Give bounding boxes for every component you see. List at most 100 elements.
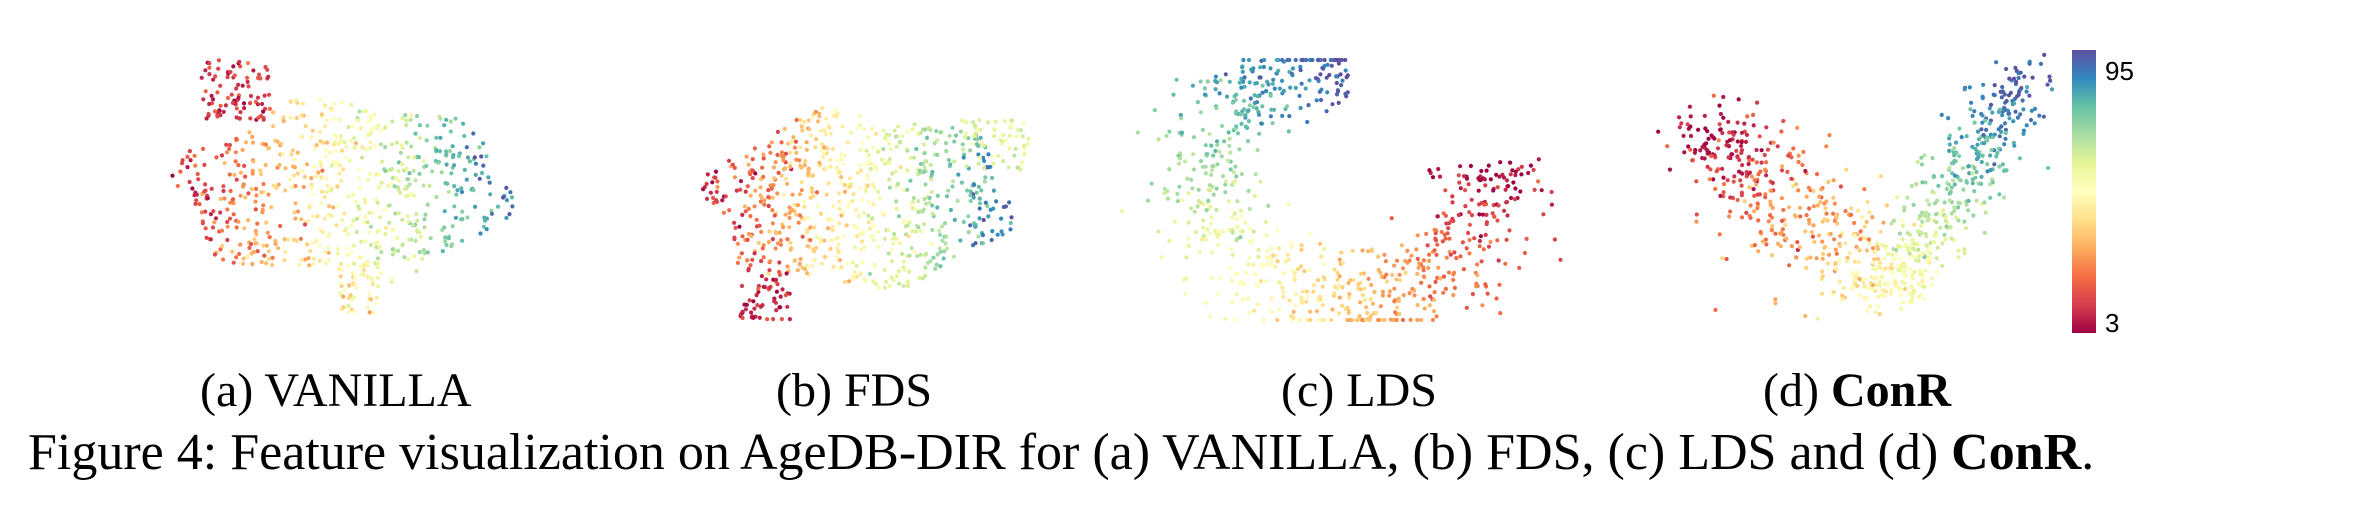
scatter-point bbox=[1321, 317, 1326, 323]
scatter-point bbox=[1762, 167, 1768, 172]
scatter-point bbox=[1972, 109, 1977, 114]
scatter-point bbox=[1305, 294, 1310, 299]
scatter-point bbox=[877, 195, 882, 200]
scatter-point bbox=[1200, 127, 1205, 132]
scatter-point bbox=[1727, 214, 1732, 219]
scatter-point bbox=[1916, 254, 1921, 259]
scatter-point bbox=[1935, 245, 1940, 250]
scatter-point bbox=[389, 181, 394, 186]
scatter-point bbox=[1362, 297, 1367, 302]
scatter-point bbox=[931, 255, 936, 260]
scatter-point bbox=[1992, 132, 1997, 137]
scatter-point bbox=[2016, 89, 2022, 95]
scatter-point bbox=[1963, 226, 1969, 231]
scatter-point bbox=[1268, 114, 1273, 119]
scatter-point bbox=[1201, 233, 1207, 238]
scatter-point bbox=[1299, 264, 1304, 269]
scatter-point bbox=[1259, 121, 1264, 126]
scatter-point bbox=[326, 245, 331, 250]
scatter-point bbox=[1982, 230, 1987, 235]
scatter-point bbox=[1922, 255, 1927, 260]
scatter-point bbox=[1851, 283, 1856, 289]
scatter-point bbox=[965, 188, 970, 193]
scatter-point bbox=[394, 175, 399, 180]
scatter-point bbox=[1939, 112, 1944, 117]
scatter-point bbox=[849, 130, 854, 135]
scatter-point bbox=[230, 100, 235, 105]
scatter-point bbox=[1870, 246, 1876, 251]
scatter-point bbox=[1785, 169, 1790, 174]
scatter-point bbox=[1956, 248, 1961, 253]
scatter-point bbox=[254, 241, 259, 246]
scatter-point bbox=[912, 122, 917, 127]
scatter-point bbox=[1910, 239, 1915, 244]
scatter-point bbox=[836, 250, 841, 255]
scatter-point bbox=[1726, 119, 1731, 124]
scatter-point bbox=[1255, 302, 1260, 307]
scatter-point bbox=[1970, 181, 1975, 186]
scatter-point bbox=[349, 307, 354, 312]
scatter-point bbox=[761, 284, 766, 289]
scatter-point bbox=[870, 233, 875, 238]
scatter-point bbox=[1256, 283, 1261, 288]
scatter-point bbox=[1852, 259, 1857, 264]
scatter-point bbox=[775, 191, 780, 196]
scatter-point bbox=[1875, 275, 1880, 280]
scatter-point bbox=[510, 204, 515, 209]
scatter-point bbox=[1446, 226, 1451, 231]
scatter-plot-conr bbox=[1656, 52, 2055, 321]
scatter-point bbox=[392, 184, 397, 189]
scatter-point bbox=[1380, 274, 1385, 279]
scatter-point bbox=[1316, 78, 1321, 84]
scatter-point bbox=[1359, 271, 1364, 276]
scatter-point bbox=[1159, 255, 1164, 260]
scatter-point bbox=[1910, 276, 1915, 281]
scatter-point bbox=[882, 285, 888, 290]
scatter-point bbox=[1872, 250, 1877, 255]
scatter-point bbox=[1433, 238, 1439, 243]
scatter-point bbox=[266, 192, 271, 197]
scatter-point bbox=[905, 168, 910, 173]
scatter-point bbox=[350, 270, 355, 276]
scatter-point bbox=[723, 194, 728, 199]
scatter-point bbox=[328, 188, 333, 193]
scatter-point bbox=[1441, 290, 1446, 295]
scatter-point bbox=[1721, 175, 1726, 180]
scatter-point bbox=[790, 192, 795, 197]
scatter-point bbox=[981, 155, 986, 160]
scatter-point bbox=[1706, 136, 1711, 141]
scatter-point bbox=[808, 238, 813, 243]
scatter-point bbox=[1180, 198, 1185, 203]
scatter-point bbox=[1008, 227, 1013, 232]
scatter-point bbox=[1755, 100, 1760, 105]
scatter-point bbox=[1814, 256, 1819, 261]
scatter-point bbox=[1897, 231, 1902, 236]
scatter-point bbox=[1217, 228, 1222, 234]
scatter-point bbox=[1791, 146, 1796, 151]
scatter-point bbox=[482, 218, 488, 223]
scatter-point bbox=[794, 157, 799, 162]
scatter-point bbox=[1933, 212, 1938, 217]
scatter-point bbox=[1815, 316, 1820, 321]
scatter-point bbox=[1464, 176, 1470, 181]
scatter-point bbox=[750, 157, 755, 162]
scatter-point bbox=[1385, 279, 1390, 284]
scatter-point bbox=[1894, 248, 1899, 253]
scatter-point bbox=[858, 168, 864, 173]
scatter-point bbox=[923, 127, 928, 132]
scatter-point bbox=[363, 214, 368, 219]
scatter-point bbox=[927, 200, 932, 205]
scatter-point bbox=[245, 79, 250, 84]
scatter-point bbox=[1287, 114, 1292, 119]
scatter-point bbox=[1934, 233, 1939, 238]
scatter-point bbox=[231, 197, 236, 202]
scatter-point bbox=[1238, 235, 1243, 240]
scatter-point bbox=[1490, 211, 1495, 216]
caption-suffix: . bbox=[2081, 424, 2095, 481]
scatter-point bbox=[746, 162, 751, 167]
scatter-point bbox=[258, 168, 263, 173]
scatter-point bbox=[236, 95, 241, 100]
scatter-point bbox=[1847, 251, 1852, 256]
scatter-point bbox=[1441, 274, 1446, 279]
scatter-point bbox=[230, 249, 235, 254]
